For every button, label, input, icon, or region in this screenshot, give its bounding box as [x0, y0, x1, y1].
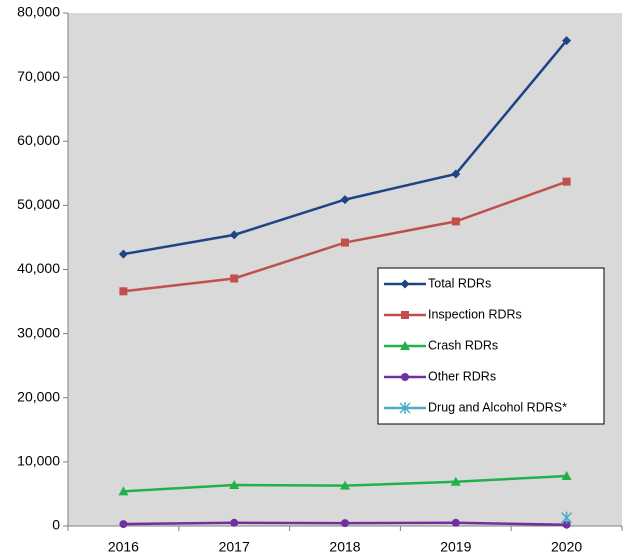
- x-tick-label: 2017: [219, 539, 250, 555]
- marker: [399, 402, 411, 414]
- marker: [451, 518, 460, 527]
- marker: [401, 311, 409, 319]
- marker: [561, 470, 572, 480]
- y-tick-label: 60,000: [17, 132, 60, 148]
- x-tick-label: 2018: [329, 539, 360, 555]
- marker: [400, 279, 410, 289]
- marker: [561, 511, 573, 524]
- y-tick-label: 70,000: [17, 68, 60, 84]
- x-tick-label: 2016: [108, 539, 139, 555]
- marker: [118, 249, 128, 259]
- marker: [562, 36, 572, 46]
- marker: [229, 230, 239, 240]
- marker: [341, 238, 349, 247]
- y-tick-label: 40,000: [17, 260, 60, 276]
- legend-label: Other RDRs: [428, 369, 496, 383]
- marker: [401, 373, 409, 381]
- legend-label: Drug and Alcohol RDRS*: [428, 400, 567, 414]
- marker: [562, 177, 571, 186]
- marker: [119, 287, 128, 296]
- marker: [229, 479, 240, 489]
- marker: [230, 274, 239, 283]
- marker: [451, 169, 461, 179]
- y-tick-label: 50,000: [17, 196, 60, 212]
- marker: [340, 480, 350, 490]
- y-tick-label: 80,000: [17, 4, 60, 20]
- legend-label: Total RDRs: [428, 276, 491, 290]
- marker: [450, 476, 461, 486]
- legend-label: Inspection RDRs: [428, 307, 522, 321]
- marker: [562, 520, 571, 529]
- y-tick-label: 0: [52, 517, 60, 533]
- x-tick-label: 2020: [551, 539, 582, 555]
- marker: [400, 341, 410, 350]
- y-tick-label: 30,000: [17, 324, 60, 340]
- y-tick-label: 10,000: [17, 453, 60, 469]
- y-tick-label: 20,000: [17, 388, 60, 404]
- marker: [230, 518, 239, 527]
- legend-label: Crash RDRs: [428, 338, 498, 352]
- marker: [451, 217, 460, 226]
- legend: Total RDRs Inspection RDRs Crash RDRs Other…: [377, 267, 605, 425]
- marker: [118, 486, 129, 496]
- x-tick-label: 2019: [440, 539, 471, 555]
- marker: [341, 519, 349, 528]
- marker: [340, 195, 350, 205]
- marker: [119, 520, 128, 529]
